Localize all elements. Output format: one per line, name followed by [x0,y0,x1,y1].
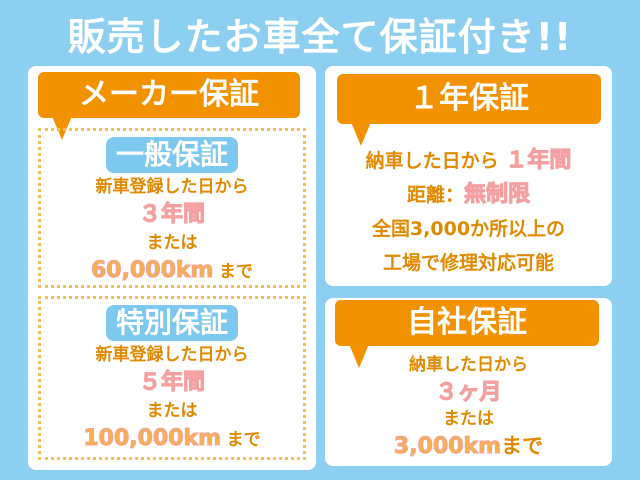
special-warranty-box: 特別保証 新車登録した日から ５年間 または 100,000km まで [38,296,306,460]
inhouse-distance: 3,000km [393,434,502,460]
inhouse-warranty-header: 自社保証 [335,300,599,368]
inhouse-until: まで [501,434,544,458]
special-period: ５年間 [138,370,205,396]
inhouse-warranty-panel: 自社保証 納車した日から ３ヶ月 または 3,000kmまで [325,298,612,466]
one-year-warranty-panel: １年保証 納車した日から １年間 距離：無制限 全国3,000か所以上の 工場で… [325,66,612,286]
one-year-warranty-header: １年保証 [337,74,601,146]
general-or: または [146,233,198,253]
page-title: 販売したお車全て保証付き!! [67,15,573,59]
one-year-line3: 全国3,000か所以上の [371,218,566,240]
general-warranty-label: 一般保証 [105,137,238,173]
general-until: まで [219,262,254,282]
inhouse-or: または [443,409,494,429]
general-warranty-box: 一般保証 新車登録した日から ３年間 または 60,000km まで [38,128,306,288]
special-distance: 100,000km [83,426,222,452]
general-distance: 60,000km [90,258,214,284]
maker-warranty-header: メーカー保証 [38,72,300,140]
general-line1: 新車登録した日から [95,177,249,197]
inhouse-period: ３ヶ月 [435,380,502,406]
one-year-distance-value: 無制限 [463,182,531,208]
one-year-period: １年間 [505,148,572,174]
maker-warranty-panel: メーカー保証 一般保証 新車登録した日から ３年間 または 60,000km ま… [28,66,316,470]
inhouse-line1: 納車した日から [409,355,528,375]
special-warranty-label: 特別保証 [105,305,238,341]
one-year-line4: 工場で修理対応可能 [382,252,554,274]
general-period: ３年間 [138,202,205,228]
one-year-line1: 納車した日から [365,150,499,172]
special-line1: 新車登録した日から [95,345,249,365]
special-or: または [146,401,198,421]
one-year-distance-label: 距離： [406,184,464,206]
special-until: まで [226,430,261,450]
